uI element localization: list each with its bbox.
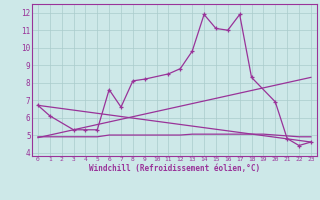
- X-axis label: Windchill (Refroidissement éolien,°C): Windchill (Refroidissement éolien,°C): [89, 164, 260, 173]
